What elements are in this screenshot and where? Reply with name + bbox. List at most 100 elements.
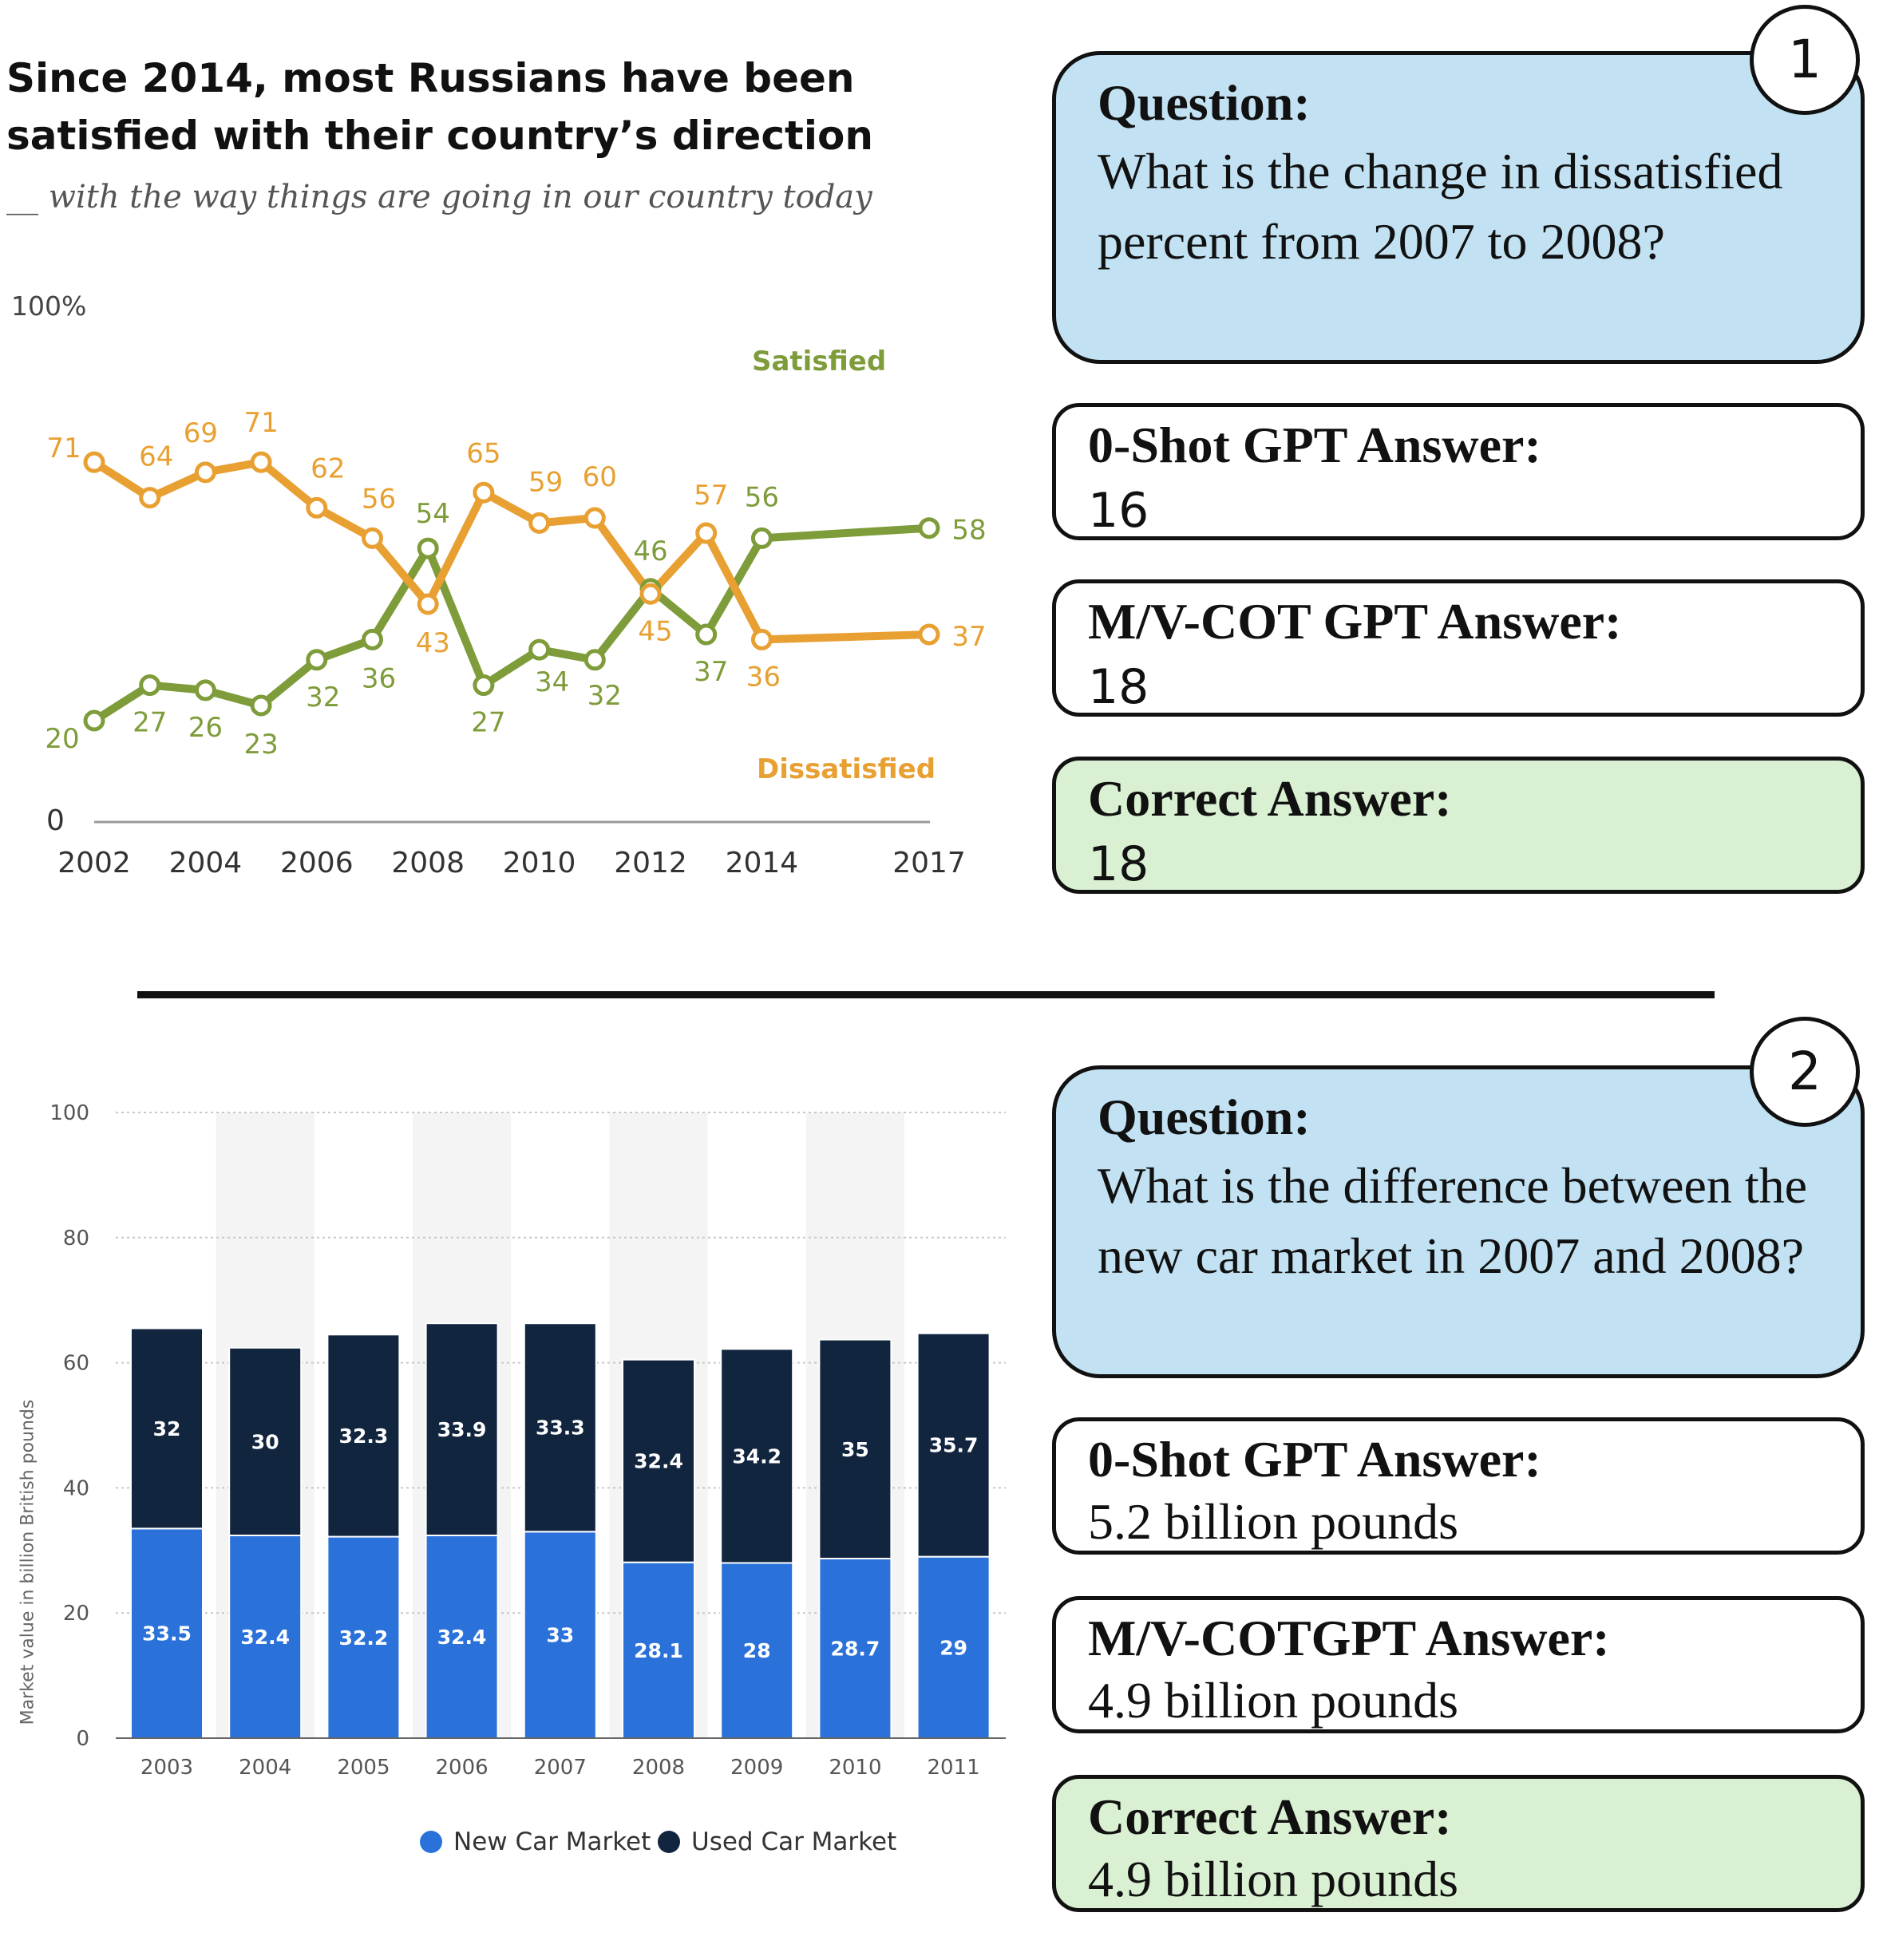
legend-swatch-new [420, 1831, 442, 1853]
mvcot-label: M/V-COTGPT Answer: [1088, 1610, 1610, 1666]
legend-item-new-car[interactable]: New Car Market [420, 1828, 651, 1856]
bar-label-new-2010: 28.7 [831, 1637, 880, 1660]
x-tick-label-2004: 2004 [239, 1756, 291, 1780]
bar-label-used-2009: 34.2 [732, 1444, 781, 1468]
bar-label-used-2005: 32.3 [339, 1425, 389, 1448]
data-point-satisfied-2003 [139, 674, 161, 697]
mvcot-answer-box-2: M/V-COTGPT Answer: 4.9 billion pounds [1052, 1596, 1865, 1733]
data-point-dissatisfied-2010 [528, 512, 551, 534]
bar-new-2006 [425, 1534, 499, 1740]
y-tick-label-100: 100% [11, 290, 86, 322]
data-label-satisfied-2003: 27 [133, 707, 167, 739]
stacked-bar-chart: 0 20 40 60 80 100 33.5 32 32.4 30 32.2 32.3 32.4 33.… [49, 1101, 1006, 1780]
x-tick-label-2011: 2011 [928, 1756, 980, 1780]
data-label-dissatisfied-2004: 69 [184, 417, 218, 449]
data-label-dissatisfied-2014: 36 [746, 661, 781, 693]
bar-label-new-2005: 32.2 [339, 1626, 389, 1650]
data-label-dissatisfied-2010: 59 [528, 466, 563, 498]
chart1-title: Since 2014, most Russians have been sati… [6, 55, 873, 159]
question-box-1: Question: What is the change in dissatis… [1052, 51, 1865, 364]
bar-label-used-2010: 35 [841, 1438, 869, 1461]
x-tick-label-2007: 2007 [534, 1756, 587, 1780]
data-point-dissatisfied-2009 [473, 481, 495, 504]
bar-label-new-2003: 33.5 [142, 1622, 192, 1646]
legend-label-used: Used Car Market [691, 1828, 897, 1856]
data-point-dissatisfied-2005 [250, 451, 272, 473]
data-label-dissatisfied-2011: 60 [583, 461, 617, 493]
data-label-satisfied-2009: 27 [471, 707, 505, 739]
bar-label-used-2004: 30 [251, 1430, 279, 1453]
data-point-satisfied-2010 [528, 638, 551, 661]
data-point-satisfied-2011 [583, 649, 606, 671]
data-point-dissatisfied-2006 [306, 496, 328, 519]
x-tick-label-2002: 2002 [57, 847, 131, 879]
zero-shot-label: 0-Shot GPT Answer: [1088, 1431, 1541, 1488]
x-tick-label-2010: 2010 [503, 847, 576, 879]
data-point-satisfied-2005 [250, 694, 272, 717]
bar-new-2011 [916, 1555, 991, 1740]
bar-used-2011 [916, 1332, 991, 1558]
bar-label-new-2004: 32.4 [240, 1626, 290, 1649]
bar-label-used-2007: 33.3 [536, 1417, 585, 1440]
data-point-dissatisfied-2011 [583, 507, 606, 529]
data-label-satisfied-2007: 36 [362, 662, 396, 694]
bar-new-2010 [818, 1557, 892, 1739]
question-label: Question: [1098, 1089, 1311, 1145]
mvcot-answer-box-1: M/V-COT GPT Answer: 18 [1052, 579, 1865, 717]
bar-used-2009 [720, 1348, 794, 1564]
data-label-satisfied-2012: 46 [633, 535, 667, 567]
correct-value: 4.9 billion pounds [1088, 1851, 1459, 1907]
mvcot-value: 18 [1088, 659, 1149, 715]
data-label-satisfied-2013: 37 [694, 656, 728, 688]
correct-answer-box-1: Correct Answer: 18 [1052, 757, 1865, 894]
y-tick-label-100: 100 [49, 1101, 89, 1125]
x-tick-label-2008: 2008 [391, 847, 465, 879]
bar-label-new-2009: 28 [743, 1639, 771, 1662]
series-label-satisfied: Satisfied [752, 346, 886, 377]
data-point-satisfied-2002 [83, 709, 105, 732]
data-label-dissatisfied-2008: 43 [416, 627, 450, 659]
data-point-satisfied-2006 [306, 649, 328, 671]
data-label-dissatisfied-2002: 71 [46, 433, 81, 464]
bar-label-used-2008: 32.4 [634, 1450, 683, 1473]
x-tick-label-2005: 2005 [337, 1756, 390, 1780]
bar-label-new-2008: 28.1 [634, 1639, 683, 1662]
data-point-satisfied-2004 [194, 679, 216, 701]
data-point-dissatisfied-2012 [639, 583, 662, 605]
correct-answer-box-2: Correct Answer: 4.9 billion pounds [1052, 1775, 1865, 1912]
series-label-dissatisfied: Dissatisfied [757, 753, 936, 785]
bar-used-2005 [326, 1334, 401, 1538]
question-text: What is the change in dissatisfied perce… [1098, 143, 1783, 270]
data-label-dissatisfied-2012: 45 [638, 615, 672, 647]
bar-label-new-2006: 32.4 [437, 1626, 487, 1649]
x-tick-label-2008: 2008 [632, 1756, 685, 1780]
data-point-dissatisfied-2004 [194, 461, 216, 484]
bar-label-new-2011: 29 [940, 1636, 967, 1659]
x-tick-label-2003: 2003 [140, 1756, 193, 1780]
x-tick-label-2017: 2017 [892, 847, 966, 879]
x-tick-label-2009: 2009 [730, 1756, 783, 1780]
data-label-dissatisfied-2005: 71 [243, 407, 278, 439]
data-point-dissatisfied-2007 [362, 527, 383, 549]
y-tick-label-60: 60 [63, 1352, 89, 1376]
data-point-dissatisfied-2014 [750, 628, 773, 650]
data-point-dissatisfied-2002 [83, 451, 105, 473]
data-label-satisfied-2011: 32 [587, 680, 622, 712]
data-label-dissatisfied-2006: 62 [311, 452, 345, 484]
panel-number-badge-1: 1 [1750, 5, 1860, 115]
bar-used-2004 [228, 1346, 303, 1536]
bar-label-used-2006: 33.9 [437, 1418, 487, 1441]
data-point-satisfied-2017 [918, 517, 940, 539]
data-point-dissatisfied-2013 [695, 522, 718, 544]
bar-new-2009 [720, 1562, 794, 1739]
legend-item-used-car[interactable]: Used Car Market [658, 1828, 896, 1856]
data-label-satisfied-2010: 34 [535, 666, 569, 698]
series-line-satisfied [92, 524, 930, 725]
bar-label-used-2011: 35.7 [929, 1434, 979, 1457]
data-label-satisfied-2017: 58 [951, 515, 986, 547]
x-tick-label-2006: 2006 [436, 1756, 489, 1780]
question-text: What is the difference between the new c… [1098, 1157, 1808, 1284]
data-point-satisfied-2013 [695, 623, 718, 646]
data-point-satisfied-2014 [750, 527, 773, 549]
data-label-dissatisfied-2017: 37 [951, 621, 986, 653]
